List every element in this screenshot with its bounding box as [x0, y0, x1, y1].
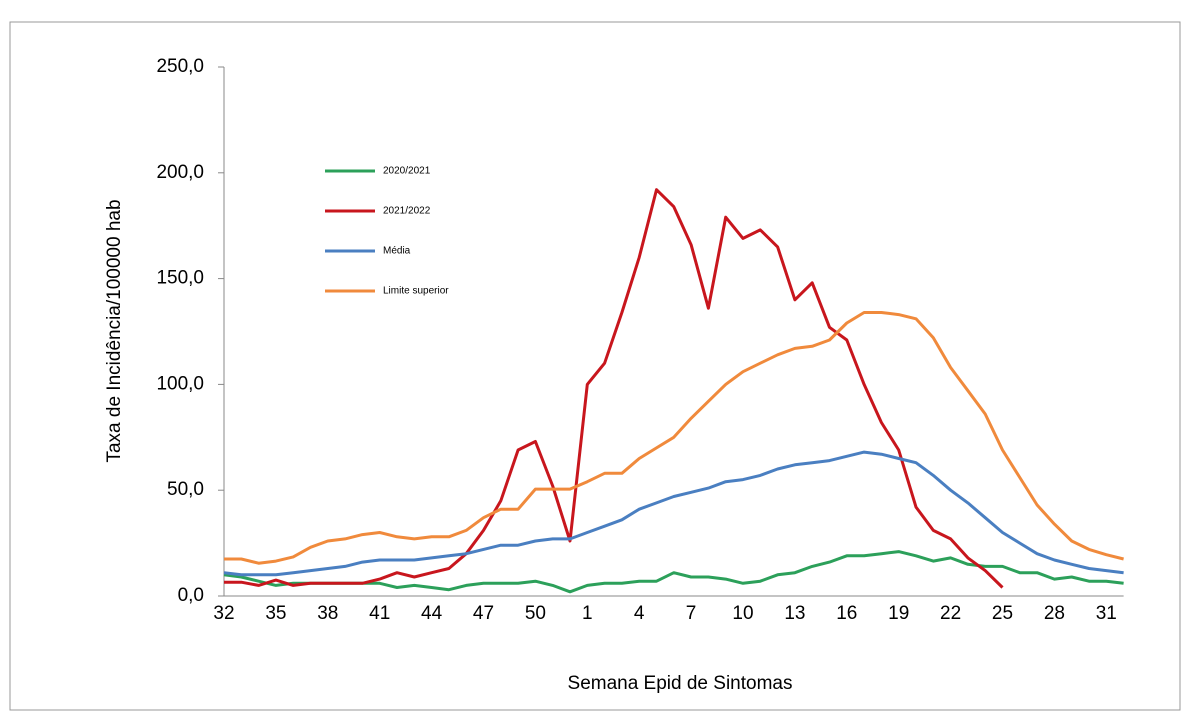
- x-tick-label: 7: [686, 603, 697, 624]
- x-tick-label: 50: [525, 603, 546, 624]
- x-tick-label: 10: [732, 603, 753, 624]
- x-tick-label: 19: [888, 603, 909, 624]
- x-tick-label: 31: [1096, 603, 1117, 624]
- y-tick-label: 150,0: [156, 268, 204, 289]
- x-tick-label: 44: [421, 603, 443, 624]
- x-axis-title: Semana Epid de Sintomas: [568, 673, 793, 694]
- series-line: [224, 311, 1124, 565]
- x-tick-label: 1: [582, 603, 593, 624]
- y-tick-label: 250,0: [156, 56, 204, 77]
- series-line: [224, 188, 1004, 589]
- legend-label: Limite superior: [383, 286, 449, 297]
- series-line: [223, 450, 1124, 577]
- x-tick-label: 41: [369, 603, 390, 624]
- y-tick-label: 200,0: [156, 162, 204, 183]
- legend-label: 2021/2022: [383, 206, 431, 217]
- y-tick-label: 50,0: [167, 479, 204, 500]
- x-tick-label: 4: [634, 603, 645, 624]
- chart-frame: [9, 21, 1181, 711]
- x-tick-label: 16: [836, 603, 857, 624]
- x-tick-label: 35: [265, 603, 286, 624]
- series-line: [223, 550, 1124, 594]
- x-tick-label: 28: [1044, 603, 1065, 624]
- legend-label: Média: [383, 246, 411, 257]
- x-tick-label: 25: [992, 603, 1013, 624]
- x-tick-label: 38: [317, 603, 338, 624]
- y-axis-title: Taxa de Incidência/100000 hab: [104, 199, 125, 462]
- x-tick-label: 22: [940, 603, 961, 624]
- x-tick-label: 13: [784, 603, 805, 624]
- y-tick-label: 0,0: [178, 585, 204, 606]
- x-tick-label: 32: [213, 603, 234, 624]
- legend-label: 2020/2021: [383, 166, 431, 177]
- x-tick-label: 47: [473, 603, 494, 624]
- y-tick-label: 100,0: [156, 373, 204, 394]
